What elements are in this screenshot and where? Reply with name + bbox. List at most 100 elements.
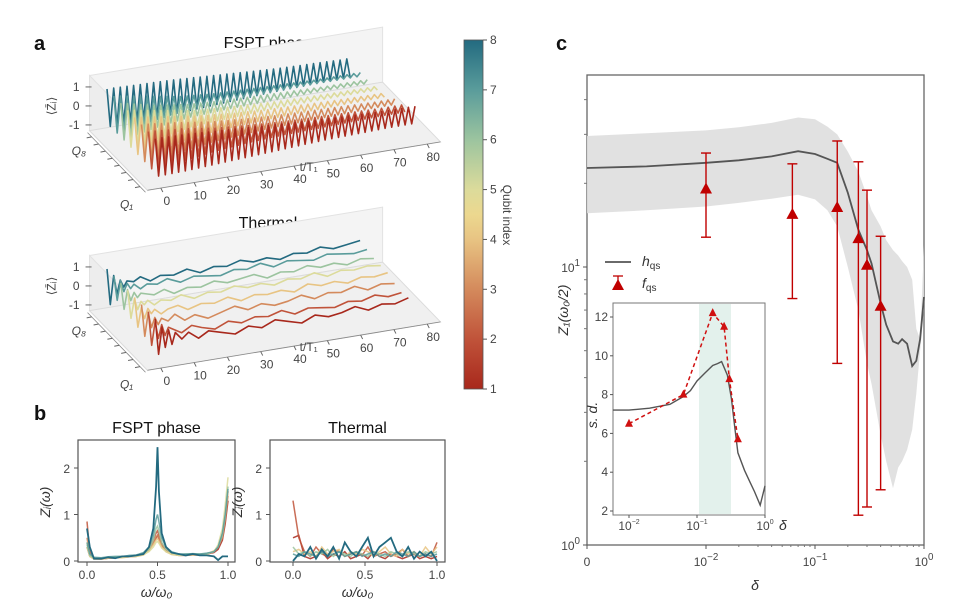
panel-c: 0 10−2 10−1 100100101δZ₁(ω₀/2)hqsfqs2468101…: [555, 74, 934, 593]
inset-h-qs-line: [612, 360, 766, 508]
x-tick-label: 0.5: [357, 568, 374, 582]
x-tick-label: 0.5: [149, 568, 166, 582]
qubit-axis: [87, 132, 146, 193]
series-line-qubit-7: [113, 72, 361, 134]
inset-x-tick-label: 10−2: [618, 519, 639, 533]
x-tick-label-exp: 0: [928, 552, 934, 563]
qubit-tick: [127, 359, 134, 361]
t-axis-label: t/T₁: [300, 340, 318, 354]
series-line-qubit-1: [154, 106, 416, 177]
y-tick-label: 100: [561, 536, 580, 553]
f-qs-marker: [831, 201, 844, 212]
y-tick-label-base: 10: [561, 539, 575, 553]
colorbar-tick-label: 8: [490, 33, 497, 47]
qubit-label-front: Q₁: [120, 378, 133, 392]
t-tick: [293, 165, 297, 171]
t-tick-label: 60: [360, 341, 374, 355]
inset-y-tick-label: 4: [601, 465, 608, 479]
qubit-tick: [93, 143, 99, 146]
series-line-qubit-3: [140, 282, 395, 338]
colorbar-tick-label: 4: [490, 232, 497, 246]
legend-f-qs-label: fqs: [642, 275, 656, 294]
inset-y-tick-label: 2: [601, 504, 608, 518]
legend-symbol: f: [642, 275, 648, 291]
inset-f-qs-marker: [733, 434, 742, 443]
colorbar-gradient: [463, 39, 484, 390]
z-tick-label: 0: [73, 99, 80, 113]
x-tick-label-base: 0: [584, 555, 591, 569]
y-tick-label: 1: [255, 509, 262, 523]
inset-f-qs-marker: [625, 418, 633, 427]
spectrum-b-thermal: Thermal 0.0 0.5 1.0 0 1 2 ω/ω₀ Zᵢ(ω): [229, 420, 446, 600]
qubit-tick: [100, 330, 106, 333]
t-tick-label: 80: [427, 330, 441, 344]
t-tick-label: 40: [293, 172, 307, 186]
series-line-qubit-8: [106, 58, 351, 128]
chart-title: FSPT phase: [112, 420, 201, 437]
t-tick-label: 40: [293, 352, 307, 366]
f-qs-marker: [852, 232, 865, 244]
axes-frame: [269, 439, 446, 563]
t-tick: [360, 154, 364, 160]
panel-label-c: c: [556, 33, 567, 55]
series-line-qubit-8: [86, 447, 228, 562]
inset-f-qs-line: [628, 311, 739, 440]
qubit-tick: [86, 136, 92, 139]
qubit-tick: [134, 366, 141, 369]
t-tick: [193, 362, 197, 367]
panel-label-b: b: [34, 403, 46, 425]
inset-x-axis-label: δ: [779, 517, 787, 533]
t-tick-label: 80: [427, 150, 441, 164]
t-tick: [160, 187, 164, 193]
x-tick-label: 0.0: [285, 568, 302, 582]
inset-y-tick-label: 12: [595, 310, 609, 324]
t-tick: [426, 143, 430, 149]
qubit-tick: [100, 150, 106, 153]
legend-f-qs-marker: [612, 279, 624, 290]
qubit-tick: [107, 337, 113, 340]
x-tick-label: 10−2: [694, 552, 719, 569]
chart-title: Thermal: [328, 420, 387, 437]
inset-f-qs-marker: [679, 389, 688, 398]
legend-h-qs-label: hqs: [642, 253, 660, 272]
inset-f-qs-marker: [708, 308, 717, 317]
inset-x-tick-label-base: 10: [756, 519, 770, 533]
qubit-tick: [86, 316, 92, 319]
x-tick-label-base: 10: [803, 555, 817, 569]
z-tick-label: -1: [69, 298, 80, 312]
x-tick-label: 1.0: [429, 568, 446, 582]
t-tick: [393, 329, 397, 334]
inset-f-qs-marker: [720, 321, 729, 330]
inset-shaded-region: [698, 304, 731, 514]
x-tick-label: 10−1: [803, 552, 828, 569]
t-tick-label: 50: [327, 167, 341, 181]
x-tick-label: 1.0: [220, 568, 237, 582]
x-tick-label-exp: −2: [707, 552, 718, 563]
inset-y-tick-label: 8: [601, 388, 608, 402]
colorbar-tick-label: 3: [490, 282, 497, 296]
t-tick: [326, 160, 330, 165]
y-tick-label: 2: [255, 462, 262, 476]
series-line-qubit-7: [113, 248, 368, 302]
t-tick: [260, 171, 264, 176]
y-tick-label: 1: [63, 509, 70, 523]
qubit-label-front: Q₁: [120, 198, 133, 212]
colorbar-tick-label: 6: [490, 133, 497, 147]
qubit-tick: [134, 186, 141, 189]
f-qs-marker: [700, 182, 712, 194]
t-tick: [193, 182, 197, 187]
inset-y-axis-label: s. d.: [584, 402, 600, 428]
x-axis-label: ω/ω₀: [141, 584, 173, 600]
z-axis-label: ⟨Z̄ᵢ⟩: [45, 97, 59, 116]
z-tick-label: -1: [69, 118, 80, 132]
inset-x-tick-label: 10−1: [686, 519, 707, 533]
x-axis-label: ω/ω₀: [342, 584, 374, 600]
inset-x-tick-label-exp: −1: [700, 519, 708, 526]
inset-x-tick-label-base: 10: [686, 519, 700, 533]
z-tick-label: 1: [73, 80, 80, 94]
t-tick: [426, 323, 430, 329]
y-axis-label: Z₁(ω₀/2): [555, 285, 571, 337]
y-tick-label-exp: 1: [575, 258, 580, 269]
f-qs-marker: [861, 258, 873, 270]
series-line-qubit-8: [292, 535, 438, 562]
